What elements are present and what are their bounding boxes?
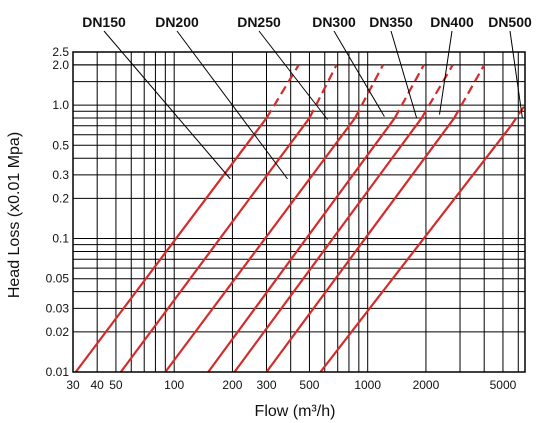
series-line	[164, 117, 356, 373]
x-axis-label: Flow (m³/h)	[255, 403, 336, 420]
label-leader-line	[439, 30, 453, 115]
y-tick-label: 0.5	[52, 138, 69, 152]
y-tick-label: 0.05	[46, 272, 70, 286]
label-leader-line	[176, 30, 288, 180]
grid	[73, 52, 525, 372]
x-tick-label: 40	[90, 378, 104, 392]
y-tick-label: 0.01	[46, 365, 70, 379]
series-line	[233, 117, 423, 373]
y-tick-label: 0.03	[46, 301, 70, 315]
series-line-extension	[510, 104, 526, 127]
y-tick-label: 0.02	[46, 325, 70, 339]
y-tick-label: 1.0	[52, 98, 69, 112]
x-tick-labels: 30 40 50 100 200 300 500 1000 2000 5000	[66, 378, 516, 392]
label-leader-line	[103, 30, 231, 180]
x-tick-label: 30	[66, 378, 80, 392]
x-tick-label: 300	[256, 378, 276, 392]
label-leader-line	[390, 30, 418, 119]
x-tick-label: 200	[222, 378, 242, 392]
x-tick-label: 100	[164, 378, 184, 392]
series-label: DN150	[82, 14, 126, 30]
series-label: DN500	[488, 14, 532, 30]
y-tick-label: 0.2	[52, 191, 69, 205]
y-tick-labels: 0.01 0.02 0.03 0.05 0.1 0.2 0.3 0.5 1.0 2.02.5	[46, 45, 70, 379]
series-label: DN300	[312, 14, 356, 30]
plot-frame	[72, 51, 526, 373]
label-leader-line	[258, 30, 328, 120]
series-group	[74, 64, 526, 373]
series-line-extension	[308, 64, 338, 119]
label-leader-line	[509, 30, 523, 119]
x-tick-label: 5000	[490, 378, 517, 392]
label-leader-line	[333, 30, 385, 117]
series-line	[265, 117, 456, 373]
y-tick-label: 2.0	[52, 58, 69, 72]
series-line	[74, 117, 268, 373]
y-tick-label: 0.3	[52, 168, 69, 182]
series-line	[207, 117, 396, 373]
series-label: DN250	[237, 14, 281, 30]
y-tick-label: 2.5	[52, 45, 69, 59]
series-label: DN350	[369, 14, 413, 30]
series-labels: DN150 DN200 DN250 DN300 DN350 DN400 DN500	[82, 14, 532, 30]
y-axis-label: Head Loss (x0.01 Mpa)	[6, 132, 23, 298]
y-tick-label: 0.1	[52, 232, 69, 246]
x-tick-label: 50	[109, 378, 123, 392]
x-tick-label: 500	[299, 378, 319, 392]
series-line	[119, 117, 311, 373]
leader-lines	[103, 30, 523, 180]
series-line-extension	[265, 64, 300, 119]
series-line-extension	[354, 64, 384, 119]
series-label: DN400	[430, 14, 474, 30]
series-line-extension	[420, 64, 454, 119]
series-line	[319, 125, 512, 373]
x-tick-label: 1000	[354, 378, 381, 392]
series-label: DN200	[155, 14, 199, 30]
x-tick-label: 2000	[413, 378, 440, 392]
series-line-extension	[453, 64, 486, 119]
